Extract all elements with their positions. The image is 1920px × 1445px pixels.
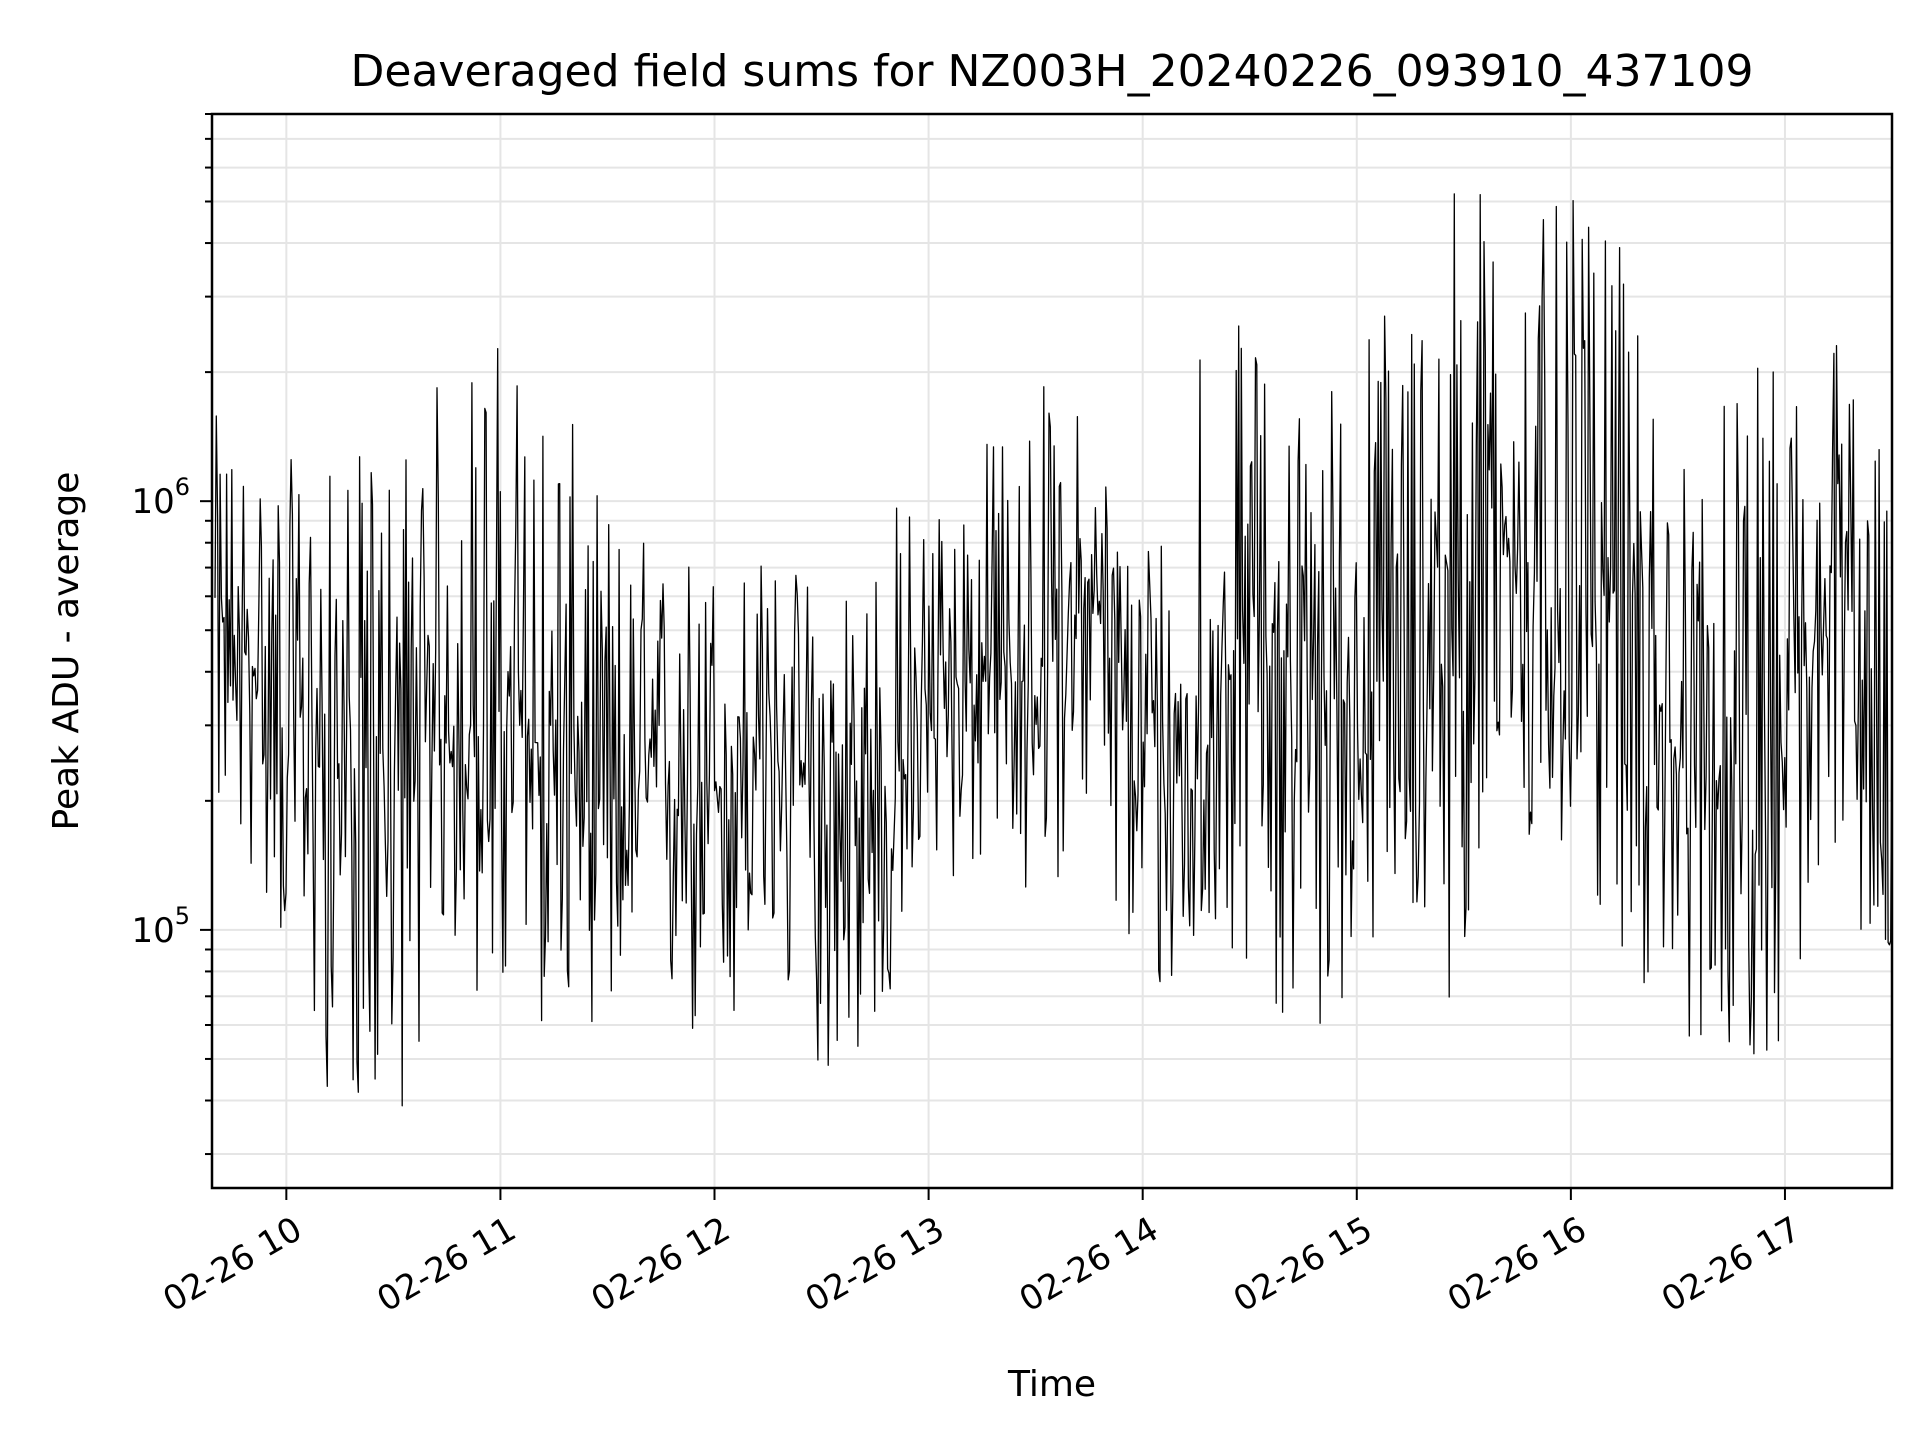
plot-frame: [210, 112, 1894, 1190]
y-tick-exponent: 5: [175, 902, 190, 930]
x-tick-label: 02-26 15: [1227, 1209, 1379, 1320]
chart-title: Deaveraged field sums for NZ003H_2024022…: [351, 46, 1754, 97]
x-tick-label: 02-26 11: [371, 1209, 523, 1320]
x-tick-label: 02-26 10: [156, 1209, 308, 1320]
y-tick-label: 106: [131, 473, 190, 522]
y-axis: 105 106: [131, 113, 212, 1156]
data-layer: [214, 193, 1893, 1107]
x-tick-label: 02-26 16: [1441, 1209, 1593, 1320]
y-tick-label: 105: [131, 902, 190, 951]
x-tick-label: 02-26 14: [1013, 1209, 1165, 1320]
x-axis: 02-26 10 02-26 11 02-26 12 02-26 13 02-26 14…: [156, 1188, 1807, 1320]
y-axis-label: Peak ADU - average: [46, 472, 87, 831]
x-axis-label: Time: [1007, 1364, 1096, 1405]
data-series-line: [214, 193, 1893, 1107]
x-tick-label: 02-26 12: [585, 1209, 737, 1320]
x-tick-label: 02-26 17: [1655, 1209, 1807, 1320]
y-tick-exponent: 6: [175, 473, 190, 501]
x-tick-label: 02-26 13: [799, 1209, 951, 1320]
